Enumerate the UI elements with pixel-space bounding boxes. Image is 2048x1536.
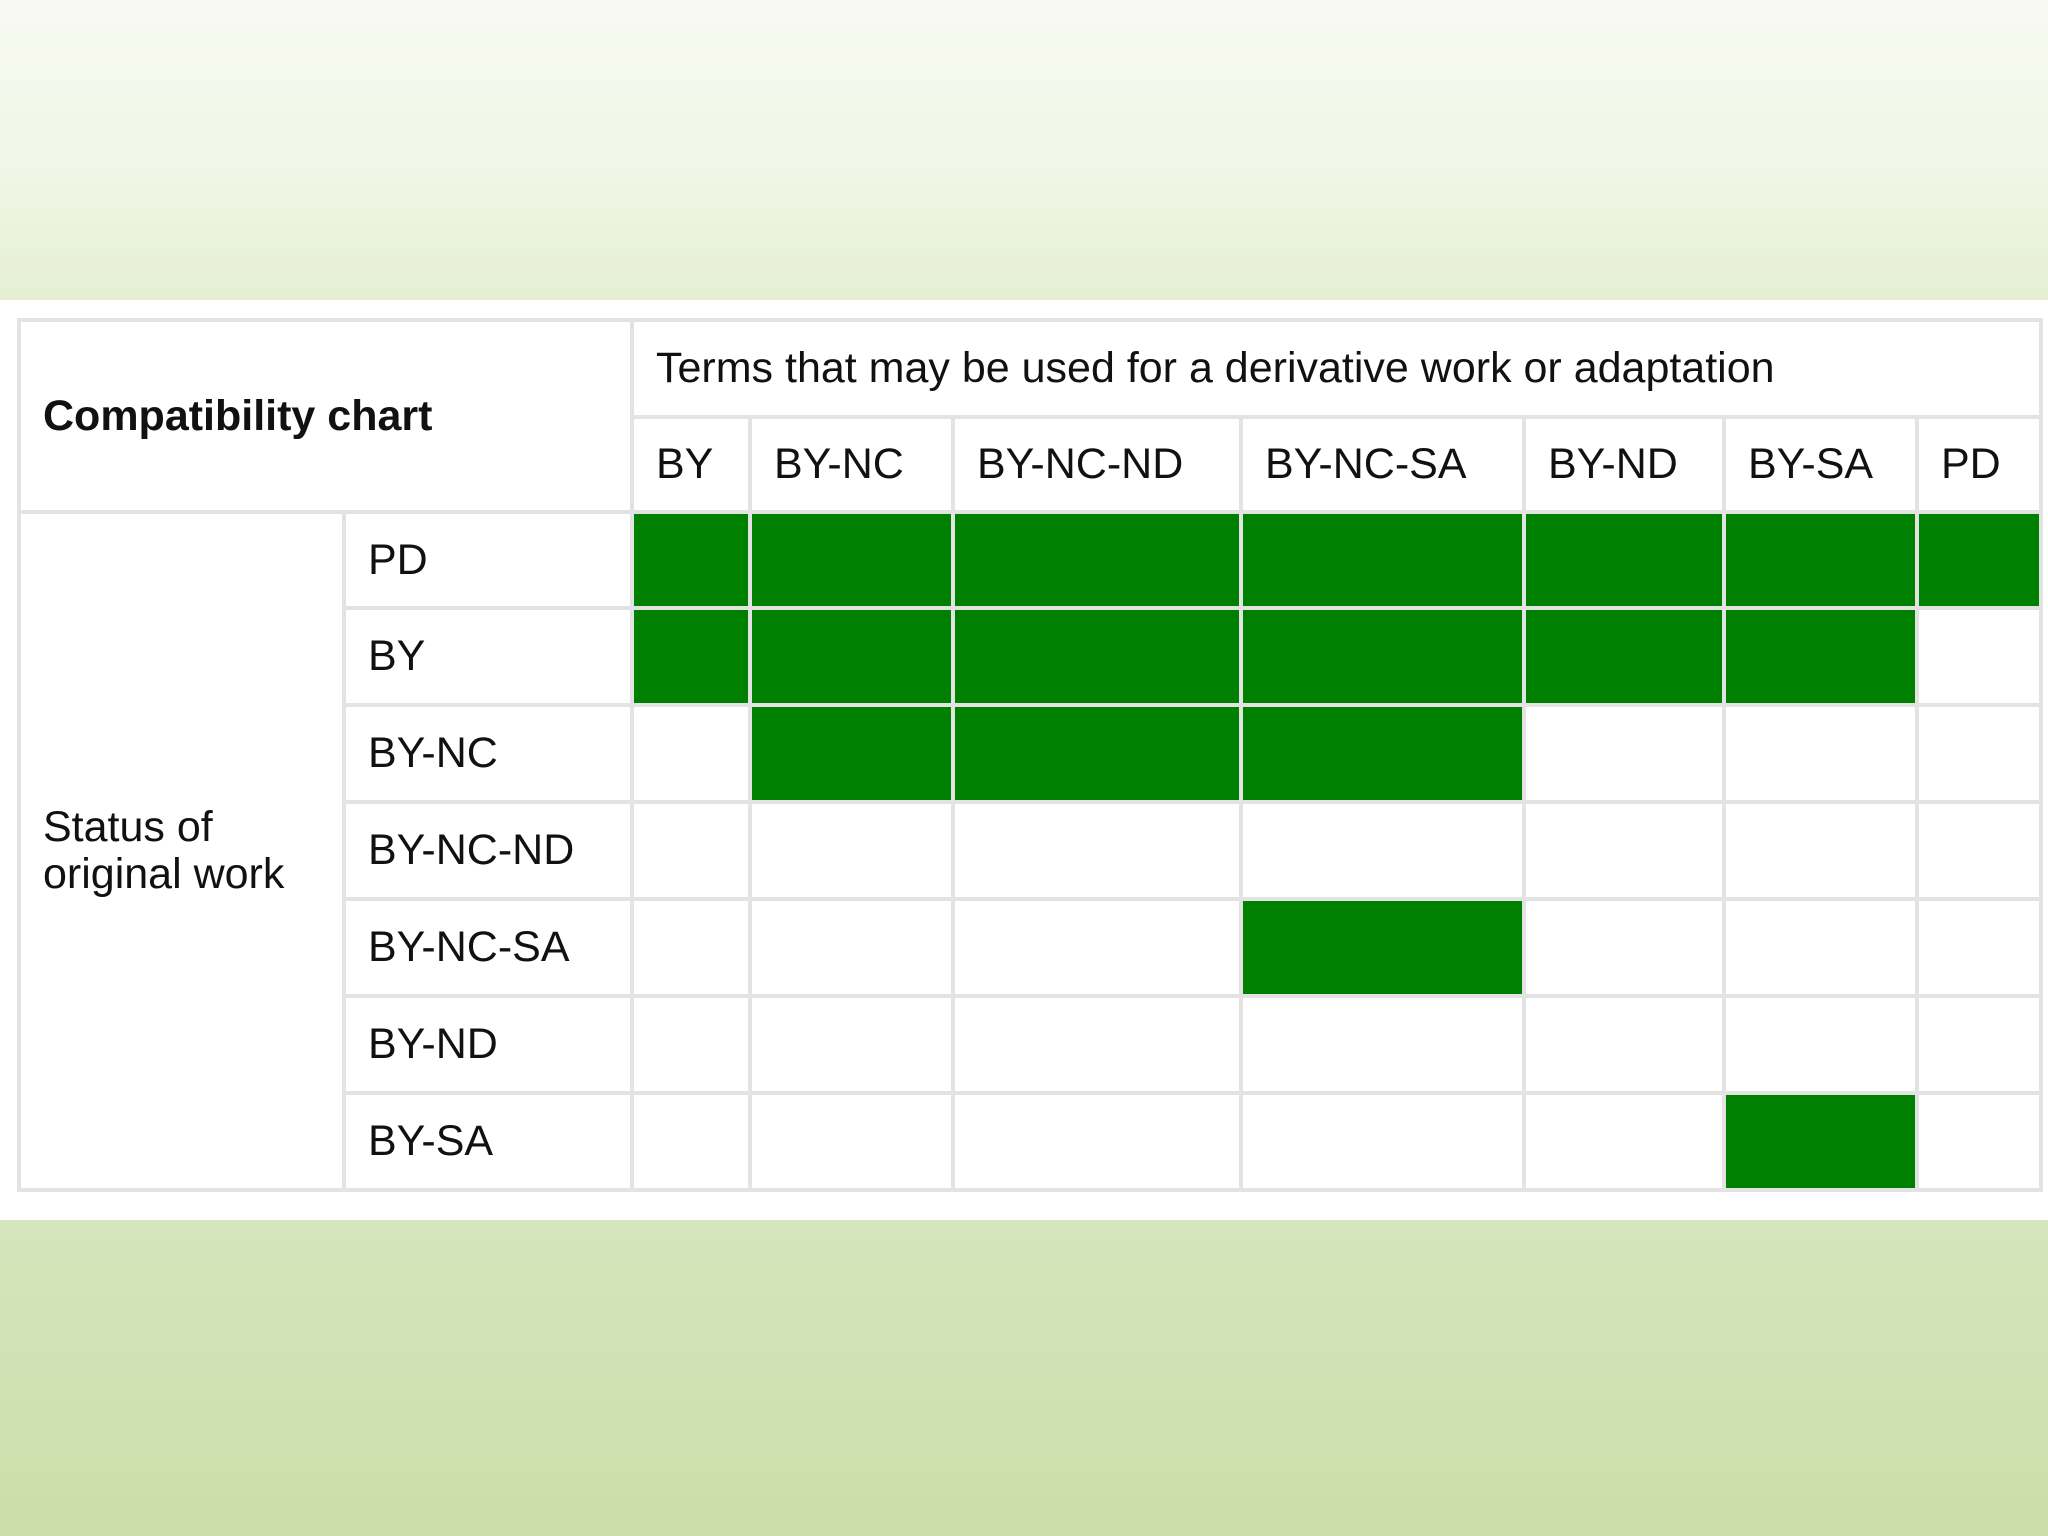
incompatible-cell	[630, 703, 752, 804]
compatible-cell	[1722, 606, 1919, 707]
incompatible-cell	[1522, 1091, 1726, 1192]
incompatible-cell	[1522, 800, 1726, 901]
row-group-label: Status of original work	[17, 510, 346, 1192]
row-header: BY-NC	[342, 703, 634, 804]
incompatible-cell	[1722, 994, 1919, 1095]
incompatible-cell	[1722, 897, 1919, 998]
matrix-body: Status of original work PD BY BY-NC BY-NC-ND B…	[17, 510, 2044, 1192]
compatible-cell	[1522, 606, 1726, 707]
header-row-top: Compatibility chart Terms that may be us…	[17, 318, 2044, 514]
compatible-cell	[1914, 510, 2044, 610]
incompatible-cell	[1522, 897, 1726, 998]
incompatible-cell	[748, 1091, 955, 1192]
row-group-label-line: original work	[43, 850, 285, 898]
incompatible-cell	[1522, 994, 1726, 1095]
compatible-cell	[1522, 510, 1726, 610]
incompatible-cell	[748, 897, 955, 998]
table-row: BY-NC-ND	[19, 800, 2044, 901]
incompatible-cell	[1239, 1091, 1526, 1192]
row-header: BY	[342, 606, 634, 707]
table-row: BY-SA	[19, 1091, 2044, 1192]
compatible-cell	[748, 510, 955, 610]
column-header: BY-ND	[1522, 415, 1726, 514]
incompatible-cell	[1722, 703, 1919, 804]
compatible-cell	[1722, 510, 1919, 610]
column-header-row: BY BY-NC BY-NC-ND BY-NC-SA BY-ND BY-SA PD	[19, 415, 2044, 514]
incompatible-cell	[1914, 703, 2044, 804]
incompatible-cell	[630, 994, 752, 1095]
row-header: BY-NC-SA	[342, 897, 634, 998]
incompatible-cell	[1722, 800, 1919, 901]
column-header: BY-SA	[1722, 415, 1919, 514]
bottom-background-band	[0, 1220, 2048, 1536]
compatibility-chart-table: Compatibility chart Terms that may be us…	[17, 318, 2044, 1192]
compatible-cell	[1239, 606, 1526, 707]
top-background-band	[0, 0, 2048, 300]
incompatible-cell	[951, 1091, 1243, 1192]
incompatible-cell	[1914, 606, 2044, 707]
incompatible-cell	[1522, 703, 1726, 804]
incompatible-cell	[748, 994, 955, 1095]
column-header: BY-NC-ND	[951, 415, 1243, 514]
compatible-cell	[951, 606, 1243, 707]
row-header: BY-SA	[342, 1091, 634, 1192]
incompatible-cell	[951, 897, 1243, 998]
row-header: PD	[342, 510, 634, 610]
incompatible-cell	[951, 994, 1243, 1095]
incompatible-cell	[630, 897, 752, 998]
terms-header: Terms that may be used for a derivative …	[629, 318, 2044, 419]
incompatible-cell	[630, 800, 752, 901]
column-header: BY-NC-SA	[1239, 415, 1526, 514]
column-header: PD	[1914, 415, 2044, 514]
compatible-cell	[951, 510, 1243, 610]
chart-title: Compatibility chart	[17, 318, 634, 514]
incompatible-cell	[1914, 897, 2044, 998]
compatible-cell	[630, 510, 752, 610]
incompatible-cell	[1239, 800, 1526, 901]
row-header: BY-ND	[342, 994, 634, 1095]
compatible-cell	[1239, 703, 1526, 804]
compatible-cell	[1239, 897, 1526, 998]
incompatible-cell	[1914, 1091, 2044, 1192]
incompatible-cell	[630, 1091, 752, 1192]
compatible-cell	[630, 606, 752, 707]
compatible-cell	[748, 703, 955, 804]
table-row: Status of original work PD	[17, 510, 2044, 1192]
incompatible-cell	[1914, 800, 2044, 901]
row-group-label-line: Status of	[43, 803, 213, 851]
table-row: BY	[19, 606, 2044, 707]
compatible-cell	[1722, 1091, 1919, 1192]
incompatible-cell	[1914, 994, 2044, 1095]
compatible-cell	[951, 703, 1243, 804]
row-header: BY-NC-ND	[342, 800, 634, 901]
table-row: BY-NC-SA	[19, 897, 2044, 998]
column-header: BY-NC	[748, 415, 955, 514]
column-header: BY	[630, 415, 752, 514]
compatible-cell	[1239, 510, 1526, 610]
incompatible-cell	[1239, 994, 1526, 1095]
compatible-cell	[748, 606, 955, 707]
table-row: BY-ND	[19, 994, 2044, 1095]
incompatible-cell	[951, 800, 1243, 901]
incompatible-cell	[748, 800, 955, 901]
table-row: BY-NC	[19, 703, 2044, 804]
